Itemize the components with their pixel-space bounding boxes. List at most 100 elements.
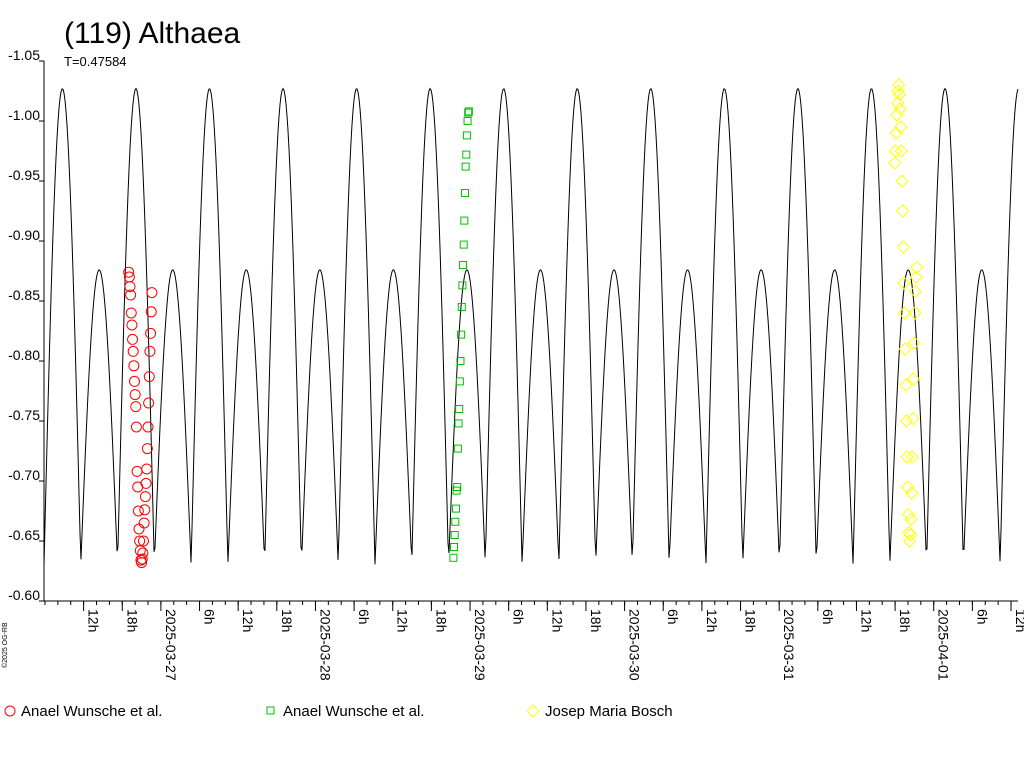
legend-item-1: Anael Wunsche et al.: [4, 703, 162, 720]
data-point: [129, 389, 141, 401]
x-axis-ticks: 12h 18h 2025-03-27 6h 12h 18h 2025-03-28 6h 12h 1…: [44, 601, 1024, 681]
data-point: [906, 372, 921, 386]
y-tick-label: -0.80: [8, 347, 40, 363]
x-tick-label: 18h: [124, 609, 140, 632]
data-point: [891, 84, 905, 98]
data-point: [892, 87, 907, 102]
data-point: [449, 553, 458, 562]
y-tick-label: -0.60: [8, 587, 40, 603]
series-anael-wunsche-squares: [449, 107, 473, 562]
data-point: [908, 284, 923, 299]
data-point: [893, 120, 908, 134]
data-point: [464, 107, 473, 116]
model-lightcurve-line: [43, 87, 1019, 566]
y-tick-label: -1.05: [8, 47, 40, 63]
y-tick-label: -0.70: [8, 467, 40, 483]
data-point: [127, 345, 139, 357]
data-point: [123, 266, 135, 278]
data-point: [131, 465, 143, 477]
y-tick-label: -0.85: [8, 287, 40, 303]
data-point: [144, 345, 156, 357]
x-tick-label: 2025-03-31: [781, 609, 797, 681]
data-point: [139, 491, 151, 503]
data-point: [901, 480, 915, 494]
data-point: [897, 306, 912, 320]
legend: Anael Wunsche et al. Anael Wunsche et al…: [4, 703, 673, 720]
data-point: [451, 504, 460, 513]
data-point: [450, 543, 459, 551]
legend-square-marker: [266, 706, 275, 715]
data-point: [894, 144, 909, 158]
data-point: [907, 336, 921, 350]
data-point: [897, 276, 911, 290]
data-point: [890, 108, 904, 122]
data-point: [910, 260, 924, 275]
data-point: [900, 450, 914, 464]
data-point: [464, 108, 473, 117]
data-point: [451, 517, 460, 526]
x-tick-label: 12h: [86, 609, 102, 632]
x-tick-label: 2025-04-01: [936, 609, 952, 681]
data-point: [458, 281, 467, 290]
data-point: [898, 342, 912, 356]
data-point: [125, 289, 137, 301]
x-tick-label: 2025-03-29: [472, 609, 488, 681]
data-point: [454, 419, 463, 428]
data-point: [462, 131, 471, 140]
data-point: [889, 126, 903, 140]
data-point: [132, 505, 144, 517]
data-point: [137, 547, 149, 559]
data-point: [128, 360, 140, 372]
data-point: [139, 504, 151, 516]
copyright-label: ©2025 OG-RB: [1, 622, 9, 668]
x-tick-label: 6h: [511, 609, 527, 625]
data-point: [895, 174, 909, 188]
y-tick-label: -0.95: [8, 167, 40, 183]
data-point: [143, 371, 155, 383]
x-tick-label: 12h: [240, 609, 256, 632]
data-point: [143, 397, 155, 409]
data-point: [902, 525, 916, 540]
data-point: [130, 421, 142, 433]
data-point: [904, 486, 919, 500]
x-tick-label: 2025-03-27: [163, 609, 179, 681]
y-axis-ticks: -1.05 -1.00 -0.95 -0.90 -0.85 -0.80 -0.75 -0.70…: [8, 47, 44, 603]
chart-subtitle: T=0.47584: [64, 54, 127, 69]
data-point: [890, 96, 905, 110]
x-tick-label: 6h: [202, 609, 218, 625]
data-point: [138, 517, 150, 529]
data-point: [909, 270, 923, 284]
x-tick-label: 12h: [395, 609, 411, 632]
data-point: [141, 463, 153, 475]
series-josep-maria-bosch: [888, 78, 924, 548]
data-point: [456, 357, 465, 365]
data-point: [905, 450, 919, 464]
legend-diamond-marker: [526, 704, 540, 718]
x-tick-label: 12h: [858, 609, 874, 632]
data-point: [903, 528, 918, 542]
chart-title: (119) Althaea: [64, 17, 241, 50]
data-point: [895, 204, 910, 218]
x-tick-label: 2025-03-30: [627, 609, 643, 681]
legend-label-1: Anael Wunsche et al.: [21, 703, 162, 720]
data-point: [145, 327, 157, 339]
data-point: [142, 421, 154, 433]
data-point: [126, 319, 138, 331]
legend-item-3: Josep Maria Bosch: [526, 703, 673, 720]
data-point: [901, 507, 916, 522]
data-point: [904, 512, 918, 527]
data-point: [457, 330, 466, 339]
legend-label-3: Josep Maria Bosch: [545, 703, 673, 720]
y-tick-label: -0.75: [8, 407, 40, 423]
x-tick-label: 6h: [665, 609, 681, 625]
data-point: [141, 443, 153, 455]
x-tick-label: 12h: [704, 609, 720, 632]
data-point: [140, 477, 152, 489]
data-point: [453, 483, 462, 491]
x-tick-label: 6h: [974, 609, 990, 625]
data-point: [450, 531, 459, 539]
data-point: [459, 261, 468, 269]
data-point: [899, 378, 913, 392]
x-tick-label: 18h: [433, 609, 449, 632]
